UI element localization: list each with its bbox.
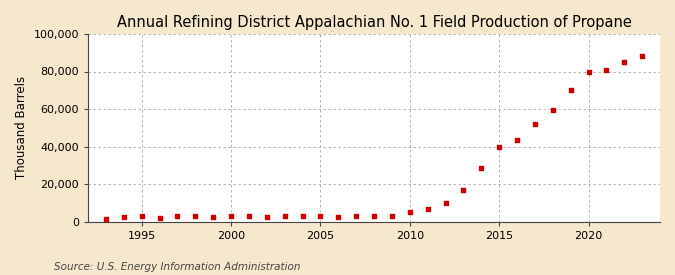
Point: [529, 122, 540, 126]
Point: [333, 215, 344, 219]
Point: [404, 210, 415, 214]
Point: [208, 215, 219, 219]
Point: [387, 214, 398, 218]
Point: [440, 201, 451, 205]
Point: [369, 213, 379, 218]
Point: [637, 54, 647, 59]
Title: Annual Refining District Appalachian No. 1 Field Production of Propane: Annual Refining District Appalachian No.…: [117, 15, 632, 30]
Point: [512, 138, 522, 142]
Point: [565, 88, 576, 92]
Point: [315, 214, 326, 219]
Point: [547, 108, 558, 112]
Point: [583, 69, 594, 74]
Point: [118, 215, 129, 219]
Point: [279, 214, 290, 218]
Point: [601, 67, 612, 72]
Point: [476, 166, 487, 170]
Point: [619, 60, 630, 64]
Point: [136, 214, 147, 219]
Point: [458, 188, 469, 192]
Point: [101, 217, 111, 221]
Point: [297, 214, 308, 219]
Point: [261, 215, 272, 219]
Point: [244, 214, 254, 219]
Point: [423, 206, 433, 211]
Text: Source: U.S. Energy Information Administration: Source: U.S. Energy Information Administ…: [54, 262, 300, 272]
Point: [172, 214, 183, 219]
Point: [154, 216, 165, 221]
Point: [351, 214, 362, 218]
Point: [225, 214, 236, 218]
Point: [190, 214, 200, 218]
Y-axis label: Thousand Barrels: Thousand Barrels: [15, 76, 28, 179]
Point: [493, 144, 504, 149]
